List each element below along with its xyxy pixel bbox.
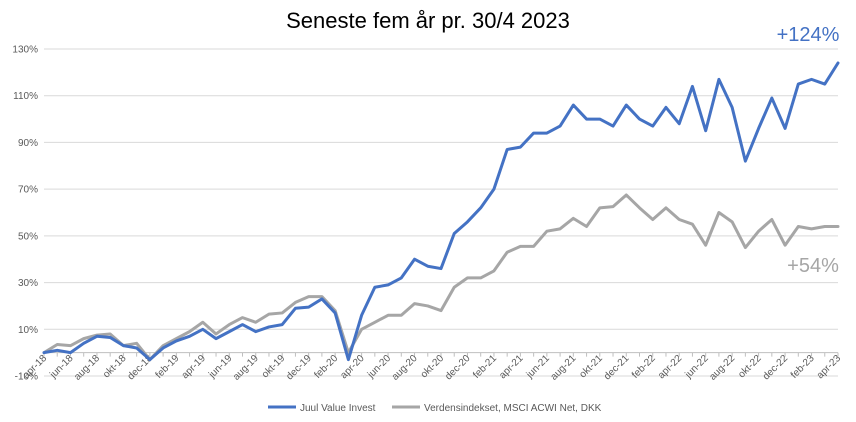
x-tick-label: jun-20: [365, 353, 393, 381]
y-tick-label: 10%: [18, 325, 38, 336]
y-tick-label: 90%: [18, 138, 38, 149]
x-tick-label: aug-19: [231, 353, 261, 383]
x-tick-label: jun-22: [683, 353, 711, 381]
x-tick-label: feb-19: [154, 353, 182, 381]
x-tick-label: feb-21: [471, 353, 499, 381]
x-tick-label: dec-21: [602, 353, 632, 383]
x-tick-label: jun-19: [206, 353, 234, 381]
x-tick-label: aug-21: [549, 353, 579, 383]
y-axis: -10% 10% 30% 50% 70% 90% 110% 130%: [12, 45, 38, 383]
gridlines: [44, 48, 838, 377]
x-tick-label: feb-20: [312, 353, 340, 381]
x-tick-label: dec-19: [284, 353, 314, 383]
legend: Juul Value Invest Verdensindekset, MSCI …: [268, 403, 602, 414]
y-tick-label: 50%: [18, 231, 38, 242]
x-tick-label: feb-22: [630, 353, 658, 381]
x-tick-label: apr-21: [497, 353, 526, 382]
x-tick-label: aug-22: [707, 353, 737, 383]
x-tick-label: jun-18: [47, 353, 75, 381]
legend-label-msci: Verdensindekset, MSCI ACWI Net, DKK: [424, 403, 602, 414]
y-tick-label: 110%: [13, 91, 38, 102]
x-tick-label: dec-22: [761, 353, 791, 383]
x-tick-label: aug-20: [390, 353, 420, 383]
annotation-msci-value: +54%: [787, 255, 839, 277]
x-tick-label: jun-21: [524, 353, 552, 381]
y-tick-label: 70%: [18, 185, 38, 196]
x-tick-label: feb-23: [789, 353, 817, 381]
series-line-juul-value-invest: [42, 61, 840, 362]
x-tick-label: dec-20: [443, 353, 473, 383]
x-tick-label: apr-20: [339, 353, 368, 382]
annotation-juul-value: +124%: [777, 24, 840, 46]
y-tick-label: -10%: [15, 372, 38, 383]
series-line-msci-acwi: [42, 193, 840, 362]
x-tick-label: apr-22: [656, 353, 685, 382]
y-tick-label: 30%: [18, 278, 38, 289]
chart-title: Seneste fem år pr. 30/4 2023: [286, 8, 570, 33]
x-tick-label: aug-18: [72, 353, 102, 383]
series-layer: [42, 61, 840, 362]
legend-label-juul: Juul Value Invest: [300, 403, 376, 414]
y-tick-label: 130%: [12, 45, 38, 56]
x-tick-label: apr-19: [180, 353, 209, 382]
x-tick-label: apr-23: [815, 353, 844, 382]
